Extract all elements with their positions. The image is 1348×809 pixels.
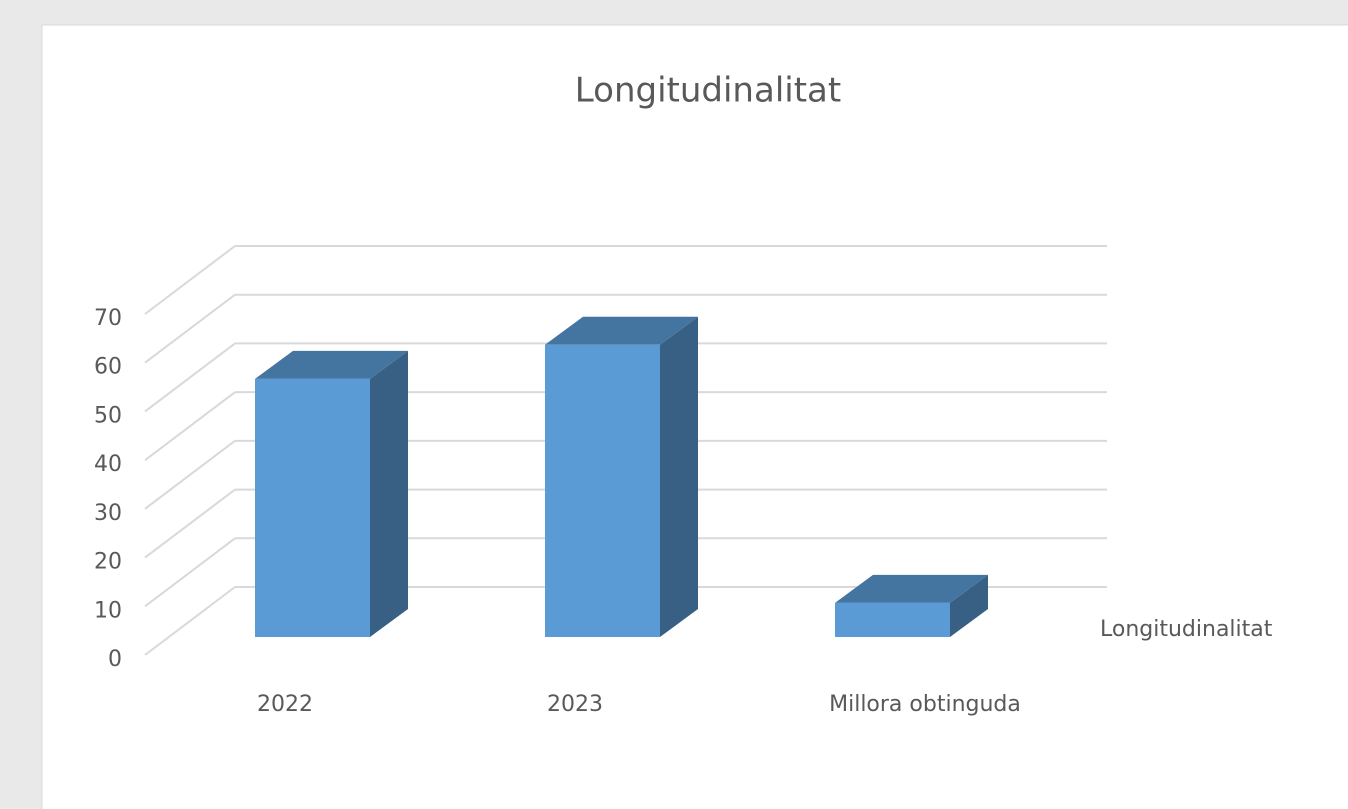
y-tick-label: 30: [94, 501, 122, 526]
y-tick-label: 40: [94, 452, 122, 477]
x-tick-label: Millora obtinguda: [829, 692, 1021, 717]
x-tick-label: 2022: [257, 692, 313, 717]
bar: [545, 344, 660, 637]
y-tick-label: 60: [94, 355, 122, 380]
bar-top: [545, 316, 698, 345]
grid-line: [144, 342, 236, 413]
bar: [835, 602, 950, 637]
bar-side: [950, 574, 988, 637]
y-tick-label: 20: [94, 550, 122, 575]
bar-side: [370, 350, 408, 637]
grid-line: [144, 245, 236, 315]
grid-line: [144, 293, 236, 364]
grid-line: [144, 391, 236, 461]
y-tick-label: 70: [94, 306, 122, 331]
grid-line: [144, 537, 236, 608]
y-tick-label: 10: [94, 598, 122, 623]
y-tick-label: 0: [108, 647, 122, 672]
bar-top: [835, 574, 988, 603]
grid-line: [144, 440, 236, 510]
x-tick-label: 2023: [547, 692, 603, 717]
bar-side: [660, 316, 698, 637]
y-tick-label: 50: [94, 403, 122, 428]
bar-top: [255, 350, 408, 379]
bar: [255, 378, 370, 637]
chart-title: Longitudinalitat: [575, 71, 841, 111]
grid-line: [144, 586, 236, 656]
grid-line: [144, 488, 236, 559]
legend-entry: Longitudinalitat: [1100, 617, 1273, 642]
